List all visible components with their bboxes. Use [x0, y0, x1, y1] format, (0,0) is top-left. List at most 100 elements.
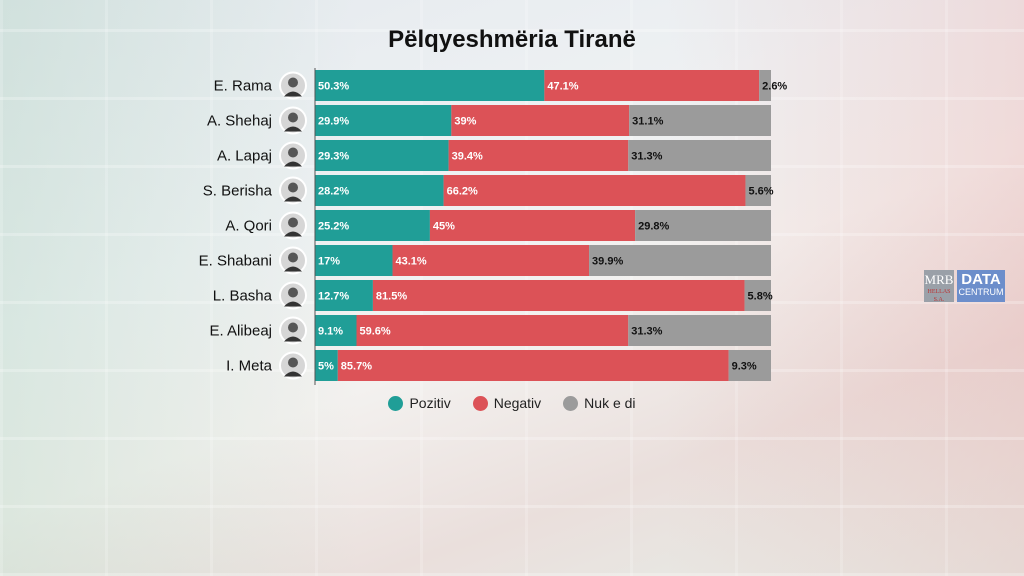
- avatar-body: [284, 301, 302, 307]
- data-label: 2.6%: [762, 81, 787, 93]
- legend-label: Pozitiv: [409, 395, 451, 411]
- bar-segment-negativ: [392, 245, 590, 276]
- legend-swatch: [388, 395, 404, 411]
- chart-title: Pëlqyeshmëria Tiranë: [388, 26, 636, 53]
- category-label: E. Rama: [214, 78, 273, 95]
- bar-segment-negativ: [451, 105, 630, 136]
- legend-swatch: [472, 395, 488, 411]
- data-label: 39.9%: [592, 256, 623, 268]
- bar-segment-nuk-e-di: [628, 140, 771, 171]
- category-label: I. Meta: [226, 358, 273, 375]
- legend-item: Nuk e di: [563, 395, 636, 411]
- bar-segment-negativ: [448, 140, 629, 171]
- avatar-head: [288, 252, 298, 263]
- avatar-head: [288, 147, 298, 158]
- data-label: 28.2%: [318, 186, 349, 198]
- data-label: 47.1%: [547, 81, 578, 93]
- data-label: 43.1%: [396, 256, 427, 268]
- data-label: 59.6%: [359, 326, 390, 338]
- data-label: 12.7%: [318, 291, 349, 303]
- bar-segment-pozitiv: [315, 350, 338, 381]
- avatar-body: [284, 266, 302, 272]
- category-label: L. Basha: [213, 288, 273, 305]
- data-label: 9.3%: [732, 361, 757, 373]
- data-label: 81.5%: [376, 291, 407, 303]
- data-label: 25.2%: [318, 221, 349, 233]
- bar-segment-negativ: [544, 70, 760, 101]
- data-label: 29.3%: [318, 151, 349, 163]
- data-label: 31.3%: [631, 151, 662, 163]
- legend-label: Nuk e di: [584, 395, 636, 411]
- legend-swatch: [563, 395, 579, 411]
- bar-segment-negativ: [372, 280, 745, 311]
- data-label: 17%: [318, 256, 340, 268]
- bar-segment-negativ: [443, 175, 746, 206]
- avatar-head: [288, 77, 298, 88]
- category-label: A. Qori: [225, 218, 272, 235]
- bar-segment-nuk-e-di: [744, 280, 771, 311]
- bar-segment-negativ: [337, 350, 729, 381]
- legend-item: Negativ: [472, 395, 542, 411]
- avatar-body: [284, 196, 302, 202]
- category-label: A. Shehaj: [207, 113, 272, 130]
- avatar-head: [288, 217, 298, 228]
- avatar-head: [288, 182, 298, 193]
- data-centrum-logo: DATA CENTRUM: [957, 270, 1005, 302]
- category-label: E. Shabani: [199, 253, 272, 270]
- data-label: 31.1%: [632, 116, 663, 128]
- avatar-body: [284, 231, 302, 237]
- data-label: 66.2%: [447, 186, 478, 198]
- legend: Pozitiv Negativ Nuk e di: [0, 395, 1024, 411]
- bar-segment-nuk-e-di: [759, 70, 771, 101]
- category-label: S. Berisha: [203, 183, 273, 200]
- mrb-text: MRB: [924, 272, 954, 287]
- avatar-head: [288, 322, 298, 333]
- legend-item: Pozitiv: [388, 395, 451, 411]
- data-label: 5.8%: [748, 291, 773, 303]
- category-label: A. Lapaj: [217, 148, 272, 165]
- avatar-head: [288, 287, 298, 298]
- bar-segment-nuk-e-di: [589, 245, 771, 276]
- bar-segment-pozitiv: [315, 315, 357, 346]
- mrb-logo: MRB HELLAS S.A.: [924, 270, 954, 303]
- data-label: 5.6%: [748, 186, 773, 198]
- bar-segment-pozitiv: [315, 105, 452, 136]
- mrb-data-centrum-logo: MRB HELLAS S.A. DATA CENTRUM: [924, 270, 1005, 303]
- bar-segment-pozitiv: [315, 175, 444, 206]
- centrum-text: CENTRUM: [958, 287, 1004, 297]
- bar-segment-nuk-e-di: [635, 210, 771, 241]
- category-label: E. Alibeaj: [209, 323, 272, 340]
- data-label: 9.1%: [318, 326, 343, 338]
- bar-segment-nuk-e-di: [728, 350, 771, 381]
- bar-segment-pozitiv: [315, 70, 545, 101]
- bar-segment-pozitiv: [315, 245, 393, 276]
- avatar-body: [284, 91, 302, 97]
- bar-segment-nuk-e-di: [629, 105, 771, 136]
- bar-segment-pozitiv: [315, 280, 373, 311]
- mrb-subtext: HELLAS S.A.: [927, 289, 951, 303]
- bar-segment-negativ: [356, 315, 629, 346]
- data-label: 39.4%: [452, 151, 483, 163]
- avatar-body: [284, 336, 302, 342]
- bar-segment-negativ: [429, 210, 636, 241]
- data-label: 85.7%: [341, 361, 372, 373]
- avatar-body: [284, 161, 302, 167]
- bar-segment-nuk-e-di: [745, 175, 771, 206]
- bar-segment-nuk-e-di: [628, 315, 771, 346]
- bar-segment-pozitiv: [315, 140, 449, 171]
- data-label: 39%: [454, 116, 476, 128]
- data-label: 5%: [318, 361, 334, 373]
- data-label: 50.3%: [318, 81, 349, 93]
- data-label: 45%: [433, 221, 455, 233]
- data-label: 29.8%: [638, 221, 669, 233]
- avatar-body: [284, 371, 302, 377]
- data-text: DATA: [961, 271, 1001, 288]
- legend-label: Negativ: [493, 395, 542, 411]
- data-label: 31.3%: [631, 326, 662, 338]
- data-label: 29.9%: [318, 116, 349, 128]
- avatar-head: [288, 112, 298, 123]
- bar-segment-pozitiv: [315, 210, 430, 241]
- avatar-head: [288, 357, 298, 368]
- avatar-body: [284, 126, 302, 132]
